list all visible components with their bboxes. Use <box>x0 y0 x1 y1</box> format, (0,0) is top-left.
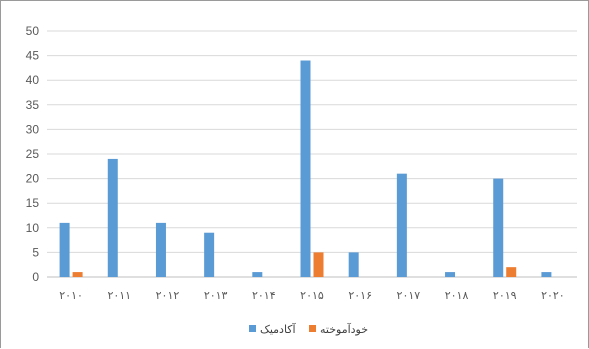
y-tick-label: 40 <box>26 73 40 87</box>
bar-academic-8 <box>445 272 456 277</box>
bar-academic-7 <box>396 173 407 277</box>
x-tick-label: ۲۰۱۱ <box>107 289 131 302</box>
bar-academic-3 <box>204 232 215 277</box>
x-tick-label: ۲۰۱۲ <box>156 289 180 302</box>
bar-academic-6 <box>348 252 359 277</box>
x-tick-label: ۲۰۱۸ <box>445 289 469 302</box>
bar-academic-10 <box>541 272 552 277</box>
legend-academic-label: آکادمیک <box>260 322 297 336</box>
y-tick-label: 35 <box>26 98 40 112</box>
x-tick-label: ۲۰۱۵ <box>300 289 324 302</box>
x-tick-label: ۲۰۱۰ <box>59 289 83 302</box>
bar-academic-5 <box>300 60 311 277</box>
bar-academic-9 <box>493 178 504 277</box>
legend-academic-swatch <box>249 325 256 332</box>
y-tick-label: 10 <box>26 221 40 235</box>
gridlines <box>47 30 577 278</box>
bar-self-taught-5 <box>313 252 324 277</box>
y-tick-label: 5 <box>32 245 39 259</box>
legend-self-taught-label: خودآموخته <box>320 322 368 336</box>
bar-academic-4 <box>252 272 263 277</box>
x-tick-label: ۲۰۱۶ <box>348 289 372 302</box>
y-tick-label: 15 <box>26 196 40 210</box>
x-axis-tick-labels: ۲۰۱۰ ۲۰۱۱ ۲۰۱۲ ۲۰۱۳ ۲۰۱۴ ۲۰۱۵ ۲۰۱۶ ۲۰۱۷ ۲۰۱۸ ۲۰۱۹… <box>59 289 564 302</box>
legend-self-taught-swatch <box>309 325 316 332</box>
y-axis-tick-labels: 0 5 10 15 20 25 30 35 40 45 50 <box>26 24 40 284</box>
y-tick-label: 25 <box>26 147 40 161</box>
x-tick-label: ۲۰۱۹ <box>493 289 517 302</box>
bar-academic-2 <box>155 222 166 277</box>
y-tick-label: 30 <box>26 122 40 136</box>
y-tick-label: 0 <box>32 270 39 284</box>
x-tick-label: ۲۰۱۳ <box>204 289 228 302</box>
x-tick-label: ۲۰۱۴ <box>252 289 276 302</box>
legend: آکادمیک خودآموخته <box>249 322 368 336</box>
bar-self-taught-0 <box>72 272 83 277</box>
bars <box>59 60 552 277</box>
y-tick-label: 45 <box>26 49 40 63</box>
x-tick-label: ۲۰۲۰ <box>541 289 565 302</box>
y-tick-label: 20 <box>26 172 40 186</box>
x-tick-label: ۲۰۱۷ <box>397 289 421 302</box>
y-tick-label: 50 <box>26 24 40 38</box>
bar-academic-1 <box>107 158 118 277</box>
bar-academic-0 <box>59 222 70 277</box>
bar-self-taught-9 <box>506 267 517 277</box>
